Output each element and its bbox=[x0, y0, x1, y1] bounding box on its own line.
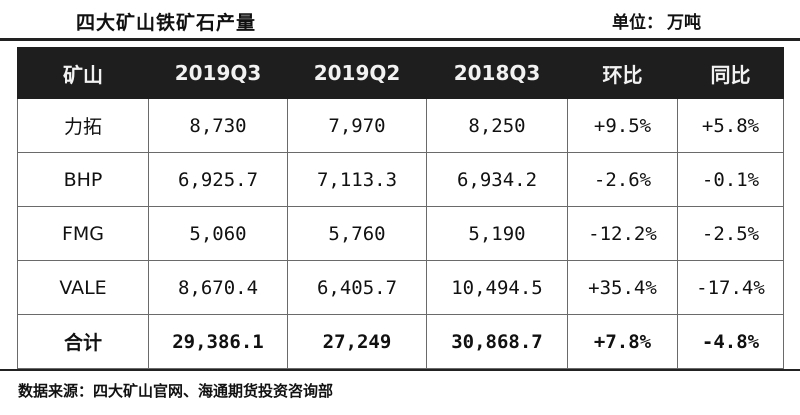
bottom-rule bbox=[0, 369, 800, 371]
cell-yoy: -2.5% bbox=[677, 206, 784, 261]
cell-2019q3: 8,670.4 bbox=[148, 260, 288, 315]
cell-2018q3: 5,190 bbox=[426, 206, 568, 261]
table-row: FMG 5,060 5,760 5,190 -12.2% -2.5% bbox=[17, 206, 784, 261]
source-note: 数据来源：四大矿山官网、海通期货投资咨询部 bbox=[18, 382, 334, 400]
cell-2019q2: 27,249 bbox=[287, 314, 427, 369]
iron-ore-output-table: 矿山 2019Q3 2019Q2 2018Q3 环比 同比 力拓 8,730 7… bbox=[17, 47, 784, 369]
table-row: VALE 8,670.4 6,405.7 10,494.5 +35.4% -17… bbox=[17, 260, 784, 315]
cell-2019q2: 6,405.7 bbox=[287, 260, 427, 315]
header-mine: 矿山 bbox=[17, 47, 149, 99]
cell-qoq: -12.2% bbox=[567, 206, 678, 261]
cell-2019q3: 5,060 bbox=[148, 206, 288, 261]
cell-qoq: +9.5% bbox=[567, 98, 678, 153]
unit-label: 单位： 万吨 bbox=[612, 8, 701, 33]
cell-qoq: +7.8% bbox=[567, 314, 678, 369]
cell-2018q3: 8,250 bbox=[426, 98, 568, 153]
cell-yoy: +5.8% bbox=[677, 98, 784, 153]
header-qoq: 环比 bbox=[567, 47, 678, 99]
cell-2018q3: 10,494.5 bbox=[426, 260, 568, 315]
header-row: 矿山 2019Q3 2019Q2 2018Q3 环比 同比 bbox=[17, 47, 784, 99]
cell-qoq: +35.4% bbox=[567, 260, 678, 315]
row-label: 力拓 bbox=[17, 98, 149, 153]
table-row: 力拓 8,730 7,970 8,250 +9.5% +5.8% bbox=[17, 98, 784, 153]
row-label: VALE bbox=[17, 260, 149, 315]
cell-yoy: -17.4% bbox=[677, 260, 784, 315]
table-row: BHP 6,925.7 7,113.3 6,934.2 -2.6% -0.1% bbox=[17, 152, 784, 207]
cell-yoy: -0.1% bbox=[677, 152, 784, 207]
cell-2018q3: 30,868.7 bbox=[426, 314, 568, 369]
cell-yoy: -4.8% bbox=[677, 314, 784, 369]
top-rule bbox=[0, 38, 800, 41]
header-2019q2: 2019Q2 bbox=[287, 47, 427, 99]
table-title: 四大矿山铁矿石产量 bbox=[76, 12, 257, 34]
cell-2018q3: 6,934.2 bbox=[426, 152, 568, 207]
cell-2019q3: 6,925.7 bbox=[148, 152, 288, 207]
row-label: FMG bbox=[17, 206, 149, 261]
cell-2019q2: 7,113.3 bbox=[287, 152, 427, 207]
cell-qoq: -2.6% bbox=[567, 152, 678, 207]
header-2019q3: 2019Q3 bbox=[148, 47, 288, 99]
unit-prefix: 单位： bbox=[612, 13, 663, 33]
total-row: 合计 29,386.1 27,249 30,868.7 +7.8% -4.8% bbox=[17, 314, 784, 369]
cell-2019q2: 5,760 bbox=[287, 206, 427, 261]
cell-2019q2: 7,970 bbox=[287, 98, 427, 153]
cell-2019q3: 29,386.1 bbox=[148, 314, 288, 369]
unit-value: 万吨 bbox=[667, 13, 701, 33]
header-2018q3: 2018Q3 bbox=[426, 47, 568, 99]
row-label: BHP bbox=[17, 152, 149, 207]
header-yoy: 同比 bbox=[677, 47, 784, 99]
cell-2019q3: 8,730 bbox=[148, 98, 288, 153]
row-label: 合计 bbox=[17, 314, 149, 369]
